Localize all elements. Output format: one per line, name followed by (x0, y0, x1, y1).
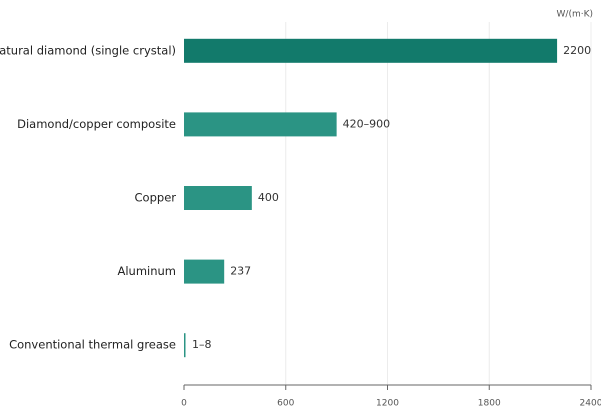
unit-label: W/(m·K) (557, 10, 593, 20)
x-tick-label: 0 (181, 399, 187, 409)
bar (184, 186, 252, 210)
category-label: Conventional thermal grease (9, 338, 176, 352)
x-tick-label: 600 (277, 399, 294, 409)
x-tick-label: 1800 (478, 399, 501, 409)
value-label: 420–900 (343, 117, 391, 130)
category-label: Diamond/copper composite (17, 117, 176, 131)
bar (184, 259, 225, 284)
value-label: 237 (230, 265, 251, 278)
bar (184, 112, 337, 137)
x-tick-label: 2400 (580, 399, 601, 409)
bar (184, 38, 558, 63)
bar (184, 333, 186, 358)
value-label: 400 (258, 191, 279, 204)
category-label: Natural diamond (single crystal) (0, 43, 176, 57)
value-label: 1–8 (192, 338, 212, 351)
value-label: 2200 (563, 44, 591, 57)
x-tick-label: 1200 (376, 399, 399, 409)
category-label: Aluminum (117, 264, 176, 278)
category-label: Copper (135, 191, 177, 205)
